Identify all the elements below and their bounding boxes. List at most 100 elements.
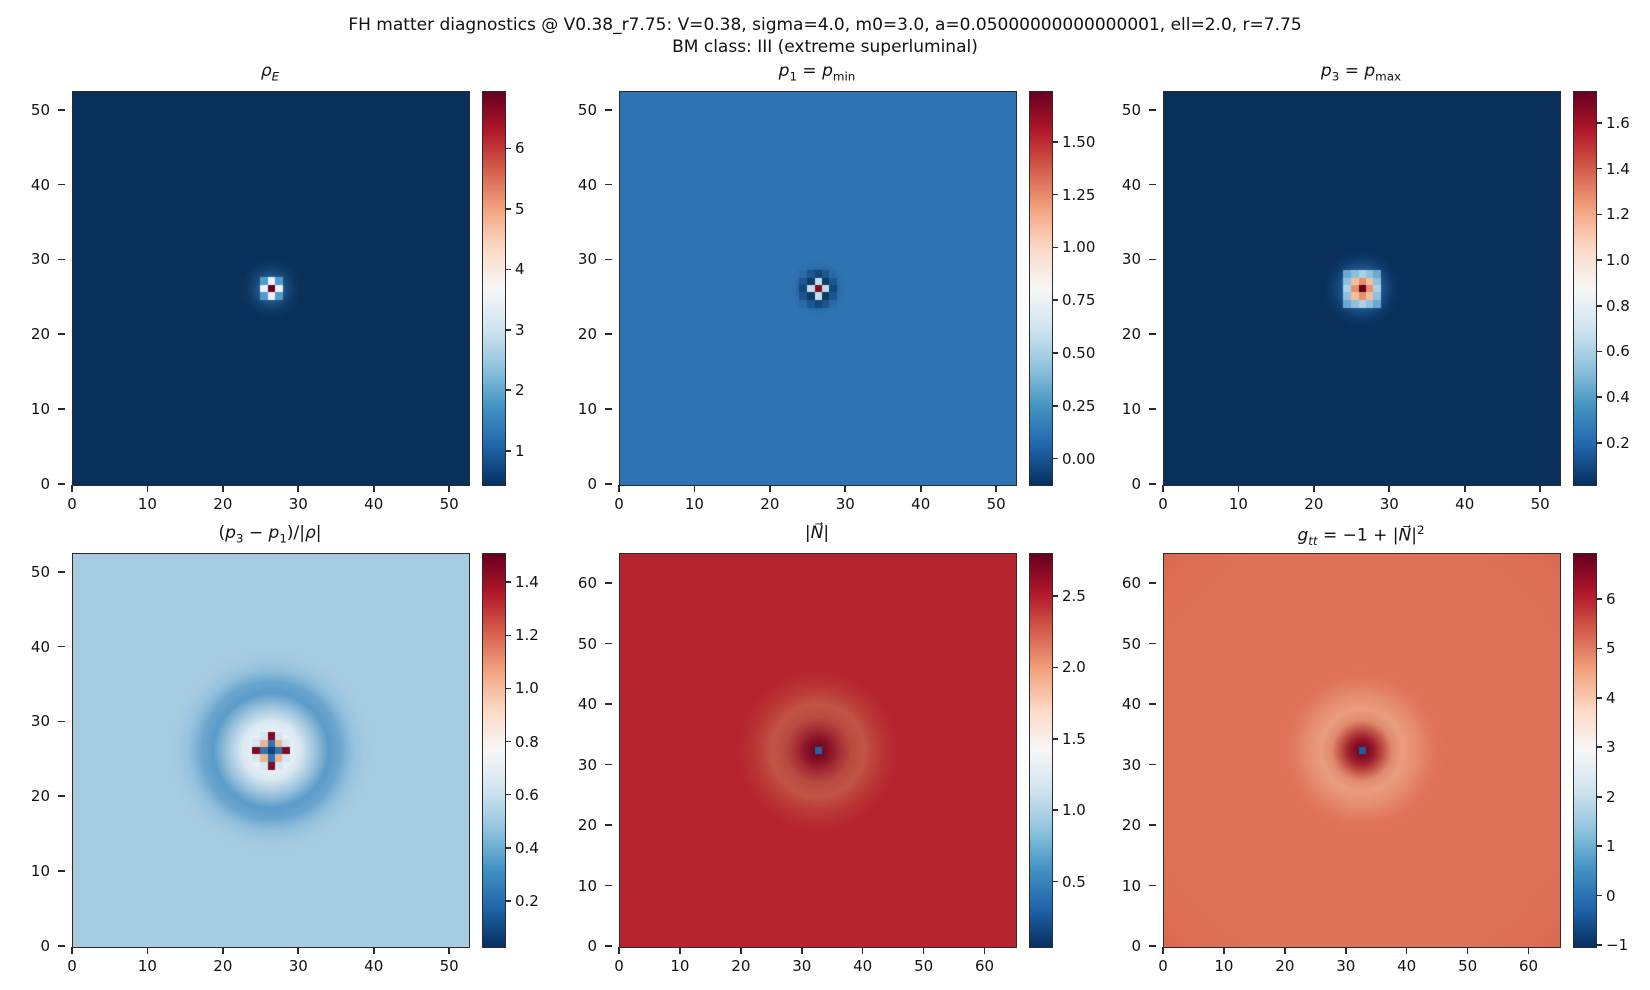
x-tick-label: 10 (1228, 495, 1248, 513)
subplot-title-n-magnitude: |N⃗| (804, 523, 830, 543)
colorbar-tick-mark (1596, 647, 1602, 650)
colorbar-tick-label: −1 (1606, 936, 1629, 954)
y-tick-mark (605, 483, 612, 485)
x-tick-label: 40 (1397, 957, 1417, 975)
y-tick-label: 10 (1121, 400, 1141, 419)
x-tick-mark (1388, 485, 1391, 492)
colorbar-tick-label: 1.25 (1062, 185, 1096, 204)
colorbar-tick-label: 0.2 (1606, 433, 1630, 452)
colorbar-tick-mark (1596, 944, 1602, 946)
x-tick-mark (222, 947, 224, 954)
y-tick-label: 50 (30, 100, 50, 119)
y-tick-mark (605, 703, 612, 705)
x-tick-label: 30 (1379, 495, 1399, 513)
colorbar-tick-mark (1596, 122, 1602, 124)
y-tick-label: 10 (577, 876, 597, 895)
y-tick-label: 30 (30, 250, 50, 269)
colorbar-tick-label: 2 (1606, 787, 1616, 806)
colorbar-tick-label: 0 (1606, 886, 1616, 905)
x-tick-mark (693, 485, 696, 492)
colorbar-n-magnitude (1029, 553, 1053, 948)
colorbar-tick-label: 0.4 (515, 838, 539, 857)
y-tick-label: 20 (30, 787, 50, 806)
x-tick-mark (372, 947, 375, 954)
x-tick-mark (740, 947, 742, 954)
colorbar-tick-mark (1052, 666, 1058, 669)
colorbar-tick-mark (505, 581, 511, 583)
colorbar-ticks: 1 2 3 4 5 6 (505, 91, 569, 484)
y-tick-mark (605, 108, 612, 111)
colorbar-tick-mark (505, 268, 511, 271)
colorbar-tick-mark (1596, 795, 1602, 798)
y-tick-mark (1149, 582, 1156, 585)
colorbar-canvas-p1-pmin (1030, 92, 1052, 485)
heatmap-axes-p1-pmin (619, 91, 1017, 486)
x-tick-label: 30 (288, 957, 308, 975)
heatmap-axes-anisotropy-ratio (72, 553, 470, 948)
colorbar-tick-mark (505, 634, 511, 637)
subplot-gtt: gtt = −1 + |N⃗|2 0 10 20 30 40 50 60 0 10 20 30 40… (1122, 523, 1650, 975)
x-tick-label: 40 (853, 957, 873, 975)
y-tick-label: 20 (1121, 325, 1141, 344)
colorbar-tick-label: 1 (1606, 837, 1616, 856)
colorbar-ticks: 1.50 1.25 1.00 0.75 0.50 0.25 0.00 (1052, 91, 1116, 484)
x-tick-mark (297, 947, 300, 954)
y-tick-mark (1149, 483, 1156, 485)
colorbar-tick-mark (505, 793, 511, 796)
colorbar-p3-pmax (1573, 91, 1597, 486)
y-tick-label: 50 (577, 634, 597, 653)
x-tick-label: 20 (213, 495, 233, 513)
colorbar-tick-mark (1052, 737, 1058, 740)
y-tick-mark (58, 795, 65, 798)
y-tick-mark (605, 642, 612, 645)
colorbar-tick-mark (1596, 304, 1602, 307)
y-tick-label: 40 (1121, 175, 1141, 194)
x-tick-label: 10 (670, 957, 690, 975)
subplot-p3-pmax: p3 = pmax 0 10 20 30 40 50 0 10 20 30 40 50 1.6 1.4… (1122, 61, 1650, 513)
colorbar-tick-mark (505, 449, 511, 452)
colorbar-p1-pmin (1029, 91, 1053, 486)
y-axis-ticks: 0 10 20 30 40 50 60 (1093, 553, 1156, 955)
colorbar-tick-label: 4 (1606, 688, 1616, 707)
y-tick-label: 20 (30, 325, 50, 344)
colorbar-tick-label: 6 (515, 139, 525, 158)
y-tick-label: 20 (577, 325, 597, 344)
y-axis-ticks: 0 10 20 30 40 50 (2, 91, 65, 493)
x-tick-label: 30 (835, 495, 855, 513)
x-tick-label: 20 (1304, 495, 1324, 513)
x-tick-label: 0 (614, 957, 624, 975)
colorbar-tick-label: 3 (1606, 738, 1616, 757)
colorbar-tick-mark (1596, 213, 1602, 216)
y-axis-ticks: 0 10 20 30 40 50 (2, 553, 65, 955)
y-tick-mark (58, 570, 65, 573)
heatmap-canvas-p1-pmin (620, 92, 1016, 485)
x-tick-mark (448, 485, 450, 492)
x-tick-mark (1162, 947, 1164, 954)
y-tick-label: 0 (1131, 475, 1141, 493)
x-tick-mark (297, 485, 300, 492)
y-tick-label: 30 (1121, 755, 1141, 774)
y-tick-mark (605, 408, 612, 410)
colorbar-tick-label: 1.4 (1606, 159, 1630, 178)
y-tick-label: 30 (577, 755, 597, 774)
colorbar-tick-label: 0.00 (1062, 449, 1096, 468)
y-tick-mark (58, 108, 65, 111)
colorbar-tick-label: 0.4 (1606, 388, 1630, 407)
y-tick-label: 30 (577, 250, 597, 269)
y-tick-label: 0 (1131, 937, 1141, 955)
y-tick-mark (605, 824, 612, 826)
y-tick-label: 30 (30, 712, 50, 731)
x-axis-ticks: 0 10 20 30 40 50 (614, 485, 1015, 519)
x-tick-mark (222, 485, 224, 492)
x-tick-label: 0 (67, 495, 77, 513)
colorbar-tick-mark (1596, 350, 1602, 353)
x-tick-label: 0 (614, 495, 624, 513)
colorbar-rho-e (482, 91, 506, 486)
y-tick-mark (1149, 824, 1156, 826)
colorbar-tick-label: 6 (1606, 589, 1616, 608)
x-tick-label: 40 (911, 495, 931, 513)
colorbar-tick-mark (1596, 167, 1602, 170)
x-tick-mark (618, 485, 620, 492)
y-tick-mark (58, 333, 65, 336)
x-tick-label: 20 (760, 495, 780, 513)
